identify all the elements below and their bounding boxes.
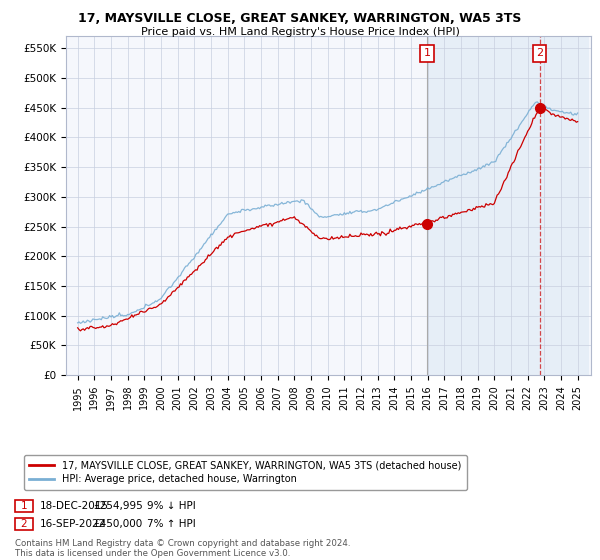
Text: 2: 2 bbox=[536, 48, 543, 58]
Text: 17, MAYSVILLE CLOSE, GREAT SANKEY, WARRINGTON, WA5 3TS: 17, MAYSVILLE CLOSE, GREAT SANKEY, WARRI… bbox=[79, 12, 521, 25]
Text: £450,000: £450,000 bbox=[93, 519, 142, 529]
Text: 9% ↓ HPI: 9% ↓ HPI bbox=[147, 501, 196, 511]
Text: 7% ↑ HPI: 7% ↑ HPI bbox=[147, 519, 196, 529]
Text: Price paid vs. HM Land Registry's House Price Index (HPI): Price paid vs. HM Land Registry's House … bbox=[140, 27, 460, 37]
Bar bbox=[427, 36, 589, 375]
Text: 18-DEC-2015: 18-DEC-2015 bbox=[40, 501, 109, 511]
Text: 1: 1 bbox=[424, 48, 431, 58]
Text: 16-SEP-2022: 16-SEP-2022 bbox=[40, 519, 106, 529]
Text: 2: 2 bbox=[20, 519, 28, 529]
Text: Contains HM Land Registry data © Crown copyright and database right 2024.
This d: Contains HM Land Registry data © Crown c… bbox=[15, 539, 350, 558]
Text: 1: 1 bbox=[20, 501, 28, 511]
Text: £254,995: £254,995 bbox=[93, 501, 143, 511]
Legend: 17, MAYSVILLE CLOSE, GREAT SANKEY, WARRINGTON, WA5 3TS (detached house), HPI: Av: 17, MAYSVILLE CLOSE, GREAT SANKEY, WARRI… bbox=[23, 455, 467, 490]
